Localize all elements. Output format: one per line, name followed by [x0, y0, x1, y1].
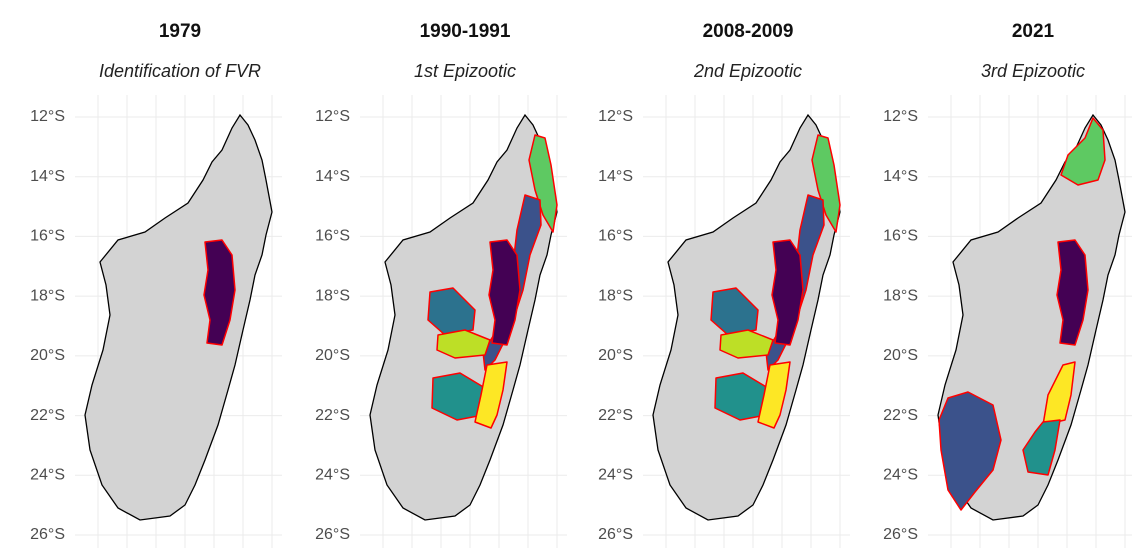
lat-tick-label: 16°S — [315, 228, 350, 245]
lat-tick-label: 22°S — [315, 407, 350, 424]
lat-tick-label: 18°S — [315, 287, 350, 304]
panel-title: 1990-1991 — [420, 21, 511, 42]
lat-tick-label: 16°S — [883, 228, 918, 245]
lat-tick-label: 12°S — [30, 108, 65, 125]
lat-tick-label: 26°S — [598, 526, 633, 543]
lat-tick-label: 26°S — [883, 526, 918, 543]
lat-tick-label: 20°S — [30, 347, 65, 364]
lat-tick-label: 12°S — [598, 108, 633, 125]
affected-region — [1060, 117, 1106, 186]
lat-tick-label: 18°S — [598, 287, 633, 304]
lat-tick-label: 12°S — [315, 108, 350, 125]
lat-tick-label: 20°S — [883, 347, 918, 364]
lat-tick-label: 12°S — [883, 108, 918, 125]
map-panel: 12°S 14°S 16°S 18°S 20°S 22°S 24°S 26°S 1979 Iden… — [30, 21, 282, 548]
panel-subtitle: 1st Epizootic — [414, 61, 516, 81]
lat-tick-label: 20°S — [598, 347, 633, 364]
lat-tick-label: 14°S — [30, 168, 65, 185]
lat-tick-label: 16°S — [598, 228, 633, 245]
lat-tick-label: 24°S — [315, 467, 350, 484]
lat-tick-label: 24°S — [30, 467, 65, 484]
panel-title: 2008-2009 — [703, 21, 794, 42]
panel-title: 1979 — [159, 21, 201, 42]
map-panel: 12°S 14°S 16°S 18°S 20°S 22°S 24°S 26°S 2021 3rd … — [883, 21, 1132, 548]
lat-tick-label: 22°S — [30, 407, 65, 424]
lat-tick-label: 26°S — [30, 526, 65, 543]
lat-tick-label: 22°S — [883, 407, 918, 424]
lat-tick-label: 14°S — [598, 168, 633, 185]
lat-tick-label: 24°S — [883, 467, 918, 484]
panel-subtitle: 3rd Epizootic — [981, 61, 1085, 81]
panel-subtitle: Identification of FVR — [99, 61, 261, 81]
lat-tick-label: 20°S — [315, 347, 350, 364]
lat-tick-label: 16°S — [30, 228, 65, 245]
lat-tick-label: 24°S — [598, 467, 633, 484]
lat-tick-label: 14°S — [883, 168, 918, 185]
madagascar-outline — [84, 114, 273, 521]
map-panel: 12°S 14°S 16°S 18°S 20°S 22°S 24°S 26°S 1990-199… — [315, 21, 567, 548]
panel-title: 2021 — [1012, 21, 1055, 42]
panel-subtitle: 2nd Epizootic — [693, 61, 802, 81]
lat-tick-label: 22°S — [598, 407, 633, 424]
lat-tick-label: 14°S — [315, 168, 350, 185]
lat-tick-label: 26°S — [315, 526, 350, 543]
lat-tick-label: 18°S — [883, 287, 918, 304]
lat-tick-label: 18°S — [30, 287, 65, 304]
map-panel: 12°S 14°S 16°S 18°S 20°S 22°S 24°S 26°S 2008-200… — [598, 21, 850, 548]
